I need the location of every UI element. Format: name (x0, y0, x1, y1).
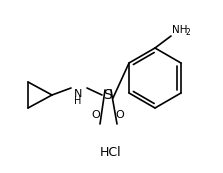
Text: H: H (74, 96, 82, 106)
Text: O: O (116, 110, 124, 120)
Text: O: O (92, 110, 100, 120)
Text: N: N (74, 89, 82, 99)
Text: NH: NH (172, 25, 188, 35)
Text: HCl: HCl (100, 147, 122, 160)
Text: S: S (104, 88, 112, 102)
Text: 2: 2 (185, 28, 190, 37)
